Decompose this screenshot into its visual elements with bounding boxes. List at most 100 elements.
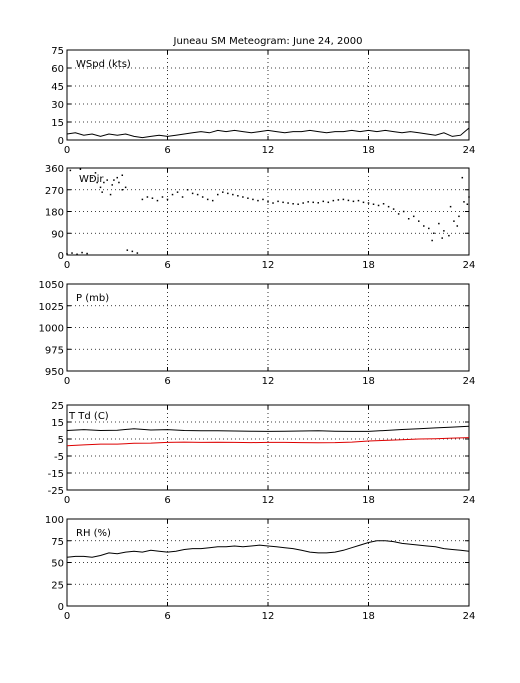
data-point <box>357 199 360 202</box>
data-point <box>176 191 179 193</box>
data-point <box>131 250 134 253</box>
data-point <box>402 210 405 213</box>
x-tick-label: 0 <box>64 145 70 156</box>
data-point <box>201 196 204 198</box>
series-line-1 <box>66 540 470 558</box>
y-tick-label: 60 <box>51 64 64 75</box>
data-point <box>121 189 124 191</box>
data-point <box>428 227 430 230</box>
data-point <box>103 181 105 184</box>
data-point <box>377 204 380 207</box>
data-point <box>146 196 149 198</box>
data-point <box>116 176 118 179</box>
data-point <box>252 198 254 201</box>
x-tick-label: 12 <box>262 260 275 271</box>
data-point <box>412 215 415 218</box>
y-tick-label: 1025 <box>39 302 64 313</box>
data-point <box>126 249 129 251</box>
data-point <box>79 168 82 170</box>
data-point <box>418 220 420 222</box>
data-point <box>101 191 103 193</box>
x-tick-label: 0 <box>64 495 70 506</box>
y-tick-label: 50 <box>51 559 64 570</box>
y-tick-label: 0 <box>58 136 64 147</box>
series-line-1 <box>66 127 470 139</box>
data-point <box>66 253 68 255</box>
y-tick-label: 75 <box>51 46 64 57</box>
y-tick-label: 950 <box>45 367 64 378</box>
data-point <box>397 213 400 215</box>
data-point <box>423 225 425 227</box>
y-tick-label: 15 <box>51 418 64 429</box>
x-tick-label: 12 <box>262 611 275 622</box>
data-point <box>453 220 455 222</box>
y-tick-label: 45 <box>51 82 64 93</box>
panel-label: T Td (C) <box>68 411 109 422</box>
x-tick-label: 6 <box>164 376 170 387</box>
data-point <box>433 232 435 234</box>
panel-label: RH (%) <box>76 528 111 539</box>
data-point <box>206 198 209 201</box>
x-tick-label: 24 <box>463 145 476 156</box>
data-point <box>443 230 445 232</box>
data-point <box>302 202 304 204</box>
y-tick-label: -25 <box>48 486 64 497</box>
data-point <box>438 222 440 225</box>
data-point <box>267 201 269 203</box>
data-point <box>151 197 154 199</box>
series-line-1 <box>66 425 470 432</box>
x-tick-label: 24 <box>463 611 476 622</box>
data-point <box>161 196 164 198</box>
data-point <box>156 199 159 202</box>
data-point <box>196 193 199 196</box>
y-tick-label: -15 <box>48 469 64 480</box>
data-point <box>342 198 345 201</box>
x-tick-label: 12 <box>262 376 275 387</box>
data-point <box>222 191 224 193</box>
data-point <box>387 205 390 208</box>
data-point <box>141 198 144 201</box>
data-point <box>237 195 239 197</box>
y-tick-label: 25 <box>51 401 64 412</box>
y-tick-label: 5 <box>58 435 64 446</box>
data-point <box>461 176 464 179</box>
data-point <box>292 203 294 205</box>
x-tick-label: 6 <box>164 611 170 622</box>
data-point <box>382 203 385 205</box>
data-point <box>69 169 72 172</box>
data-point <box>282 201 284 204</box>
data-point <box>121 174 124 176</box>
panel-4: 0 6 12 18 24 -25 -15 -5 5 15 25 T Td (C) <box>48 401 476 506</box>
panel-label: P (mb) <box>76 293 109 304</box>
x-tick-label: 18 <box>362 145 375 156</box>
y-tick-label: 0 <box>58 251 64 262</box>
data-point <box>372 203 375 205</box>
data-point <box>327 201 330 204</box>
data-point <box>247 197 249 199</box>
data-point <box>227 192 229 195</box>
data-point <box>217 193 219 196</box>
data-point <box>352 200 355 203</box>
data-point <box>257 199 259 202</box>
data-point <box>186 189 189 191</box>
data-point <box>113 179 115 181</box>
data-point <box>337 199 340 201</box>
data-point <box>272 202 274 204</box>
y-tick-label: 25 <box>51 580 64 591</box>
data-point <box>367 202 370 204</box>
data-point <box>441 237 443 239</box>
data-point <box>312 201 314 204</box>
y-tick-label: 100 <box>45 515 64 526</box>
data-point <box>242 196 244 198</box>
x-tick-label: 0 <box>64 376 70 387</box>
y-tick-label: 1000 <box>39 324 64 335</box>
y-tick-label: 180 <box>45 208 64 219</box>
data-point <box>91 176 93 179</box>
y-tick-label: 15 <box>51 118 64 129</box>
data-point <box>86 252 88 255</box>
data-point <box>347 199 350 202</box>
data-point <box>109 193 112 196</box>
data-point <box>166 198 169 201</box>
